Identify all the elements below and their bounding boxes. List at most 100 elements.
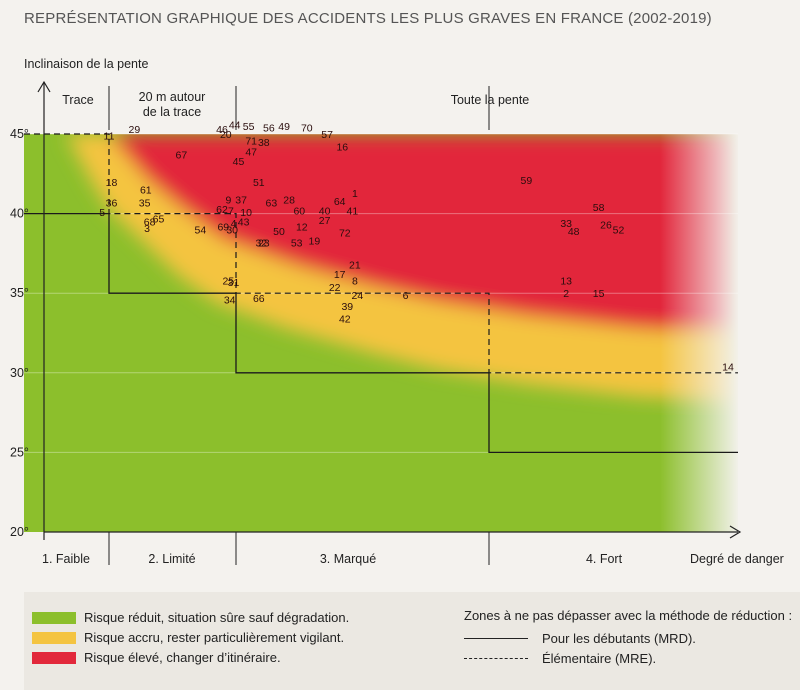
accident-point: 42 bbox=[339, 314, 351, 326]
accident-point: 38 bbox=[258, 137, 270, 149]
dashed-line-sample bbox=[464, 658, 528, 659]
accident-point: 50 bbox=[273, 226, 285, 238]
legend-label-yellow: Risque accru, rester particulièrement vi… bbox=[84, 630, 345, 645]
data-points: 123 4567891011121314151617181920212223242… bbox=[99, 119, 734, 373]
limit-lines bbox=[24, 133, 738, 454]
zone-header-label: 20 m autour bbox=[139, 90, 206, 104]
x-category-label: 3. Marqué bbox=[320, 552, 376, 566]
accident-point: 30 bbox=[226, 225, 238, 237]
accident-point: 56 bbox=[263, 123, 275, 135]
accident-point: 29 bbox=[129, 124, 141, 136]
y-axis-arrow-icon bbox=[37, 80, 51, 93]
accident-point: 40 bbox=[319, 205, 331, 217]
accident-point: 59 bbox=[521, 175, 533, 187]
y-tick-label: 25° bbox=[10, 445, 29, 459]
legend-method-title: Zones à ne pas dépasser avec la méthode … bbox=[464, 608, 793, 623]
accident-point: 13 bbox=[560, 276, 572, 288]
accident-point: 16 bbox=[336, 142, 348, 154]
accident-point: 52 bbox=[613, 225, 625, 237]
accident-point: 8 bbox=[352, 276, 358, 288]
legend-swatch-red bbox=[32, 651, 76, 664]
accident-point: 55 bbox=[243, 121, 255, 133]
accident-point: 64 bbox=[334, 196, 346, 208]
chart-title: REPRÉSENTATION GRAPHIQUE DES ACCIDENTS L… bbox=[24, 10, 712, 27]
legend-method-mrd: Pour les débutants (MRD). bbox=[464, 631, 696, 646]
legend-swatch-yellow bbox=[32, 631, 76, 644]
chart: 20° 25° 30° 35° 40° 45° 1. Faible 2. Limité 3. M… bbox=[10, 57, 784, 566]
accident-point: 48 bbox=[568, 226, 580, 238]
y-tick-label: 30° bbox=[10, 366, 29, 380]
accident-point: 18 bbox=[106, 177, 118, 189]
solid-line-sample bbox=[464, 638, 528, 639]
accident-point: 12 bbox=[296, 221, 308, 233]
accident-point: 44 bbox=[229, 119, 241, 131]
y-axis-label: Inclinaison de la pente bbox=[24, 57, 148, 71]
accident-point: 46 bbox=[216, 124, 228, 136]
accident-point: 43 bbox=[238, 217, 250, 229]
accident-point: 39 bbox=[341, 301, 353, 313]
accident-point: 61 bbox=[140, 185, 152, 197]
x-category-label: 2. Limité bbox=[148, 552, 195, 566]
accident-point: 22 bbox=[329, 282, 341, 294]
accident-point: 67 bbox=[176, 150, 188, 162]
legend-item-yellow: Risque accru, rester particulièrement vi… bbox=[32, 630, 344, 645]
legend-label-green: Risque réduit, situation sûre sauf dégra… bbox=[84, 610, 350, 625]
accident-point: 32 bbox=[255, 237, 267, 249]
mre-limit-line bbox=[24, 133, 738, 374]
accident-point: 51 bbox=[253, 177, 265, 189]
y-tick-label: 40° bbox=[10, 207, 29, 221]
accident-point: 27 bbox=[319, 215, 331, 227]
accident-point: 3 bbox=[144, 223, 150, 235]
accident-point: 21 bbox=[349, 260, 361, 272]
accident-point: 54 bbox=[195, 225, 207, 237]
accident-point: 2 bbox=[563, 288, 569, 300]
accident-point: 65 bbox=[153, 213, 165, 225]
legend-method-mrd-label: Pour les débutants (MRD). bbox=[542, 631, 696, 646]
x-category-label: 1. Faible bbox=[42, 552, 90, 566]
accident-point: 62 bbox=[216, 204, 228, 216]
accident-point: 6 bbox=[403, 290, 409, 302]
zone-red bbox=[24, 134, 738, 333]
accident-point: 28 bbox=[283, 194, 295, 206]
accident-point: 15 bbox=[593, 288, 605, 300]
y-tick-label: 45° bbox=[10, 127, 29, 141]
legend-label-red: Risque élevé, changer d’itinéraire. bbox=[84, 650, 281, 665]
accident-point: 1 bbox=[352, 188, 358, 200]
accident-point: 10 bbox=[240, 207, 252, 219]
legend-item-green: Risque réduit, situation sûre sauf dégra… bbox=[32, 610, 349, 625]
accident-point: 66 bbox=[253, 293, 265, 305]
accident-point: 47 bbox=[245, 147, 257, 159]
accident-point: 20 bbox=[220, 129, 232, 141]
accident-point: 71 bbox=[245, 135, 257, 147]
zone-header-label: de la trace bbox=[143, 105, 201, 119]
mrd-limit-line bbox=[24, 212, 738, 454]
accident-point: 49 bbox=[278, 121, 290, 133]
accident-point: 70 bbox=[301, 123, 313, 135]
y-tick-label: 20° bbox=[10, 525, 29, 539]
legend-item-red: Risque élevé, changer d’itinéraire. bbox=[32, 650, 281, 665]
accident-point: 33 bbox=[560, 218, 572, 230]
accident-point: 45 bbox=[233, 156, 245, 168]
accident-point: 23 bbox=[258, 237, 270, 249]
x-axis-label: Degré de danger bbox=[690, 552, 784, 566]
legend-method-mre: Élémentaire (MRE). bbox=[464, 651, 656, 666]
accident-point: 36 bbox=[106, 198, 118, 210]
accident-point: 31 bbox=[228, 277, 240, 289]
accident-point: 24 bbox=[352, 290, 364, 302]
accident-point: 9 bbox=[225, 194, 231, 206]
accident-point: 63 bbox=[266, 198, 278, 210]
accident-point: 19 bbox=[309, 236, 321, 248]
legend: Risque réduit, situation sûre sauf dégra… bbox=[24, 592, 800, 690]
accident-point: 34 bbox=[224, 295, 236, 307]
accident-point: 60 bbox=[293, 205, 305, 217]
accident-point: 4 bbox=[231, 218, 237, 230]
accident-point: 69 bbox=[217, 221, 229, 233]
accident-point: 26 bbox=[600, 220, 612, 232]
accident-point: 7 bbox=[228, 205, 234, 217]
legend-swatch-green bbox=[32, 611, 76, 624]
accident-point: 57 bbox=[321, 129, 333, 141]
accident-point: 68 bbox=[144, 217, 156, 229]
x-axis-arrow-icon bbox=[729, 525, 742, 539]
accident-point: 58 bbox=[593, 202, 605, 214]
accident-point: 11 bbox=[104, 131, 115, 143]
